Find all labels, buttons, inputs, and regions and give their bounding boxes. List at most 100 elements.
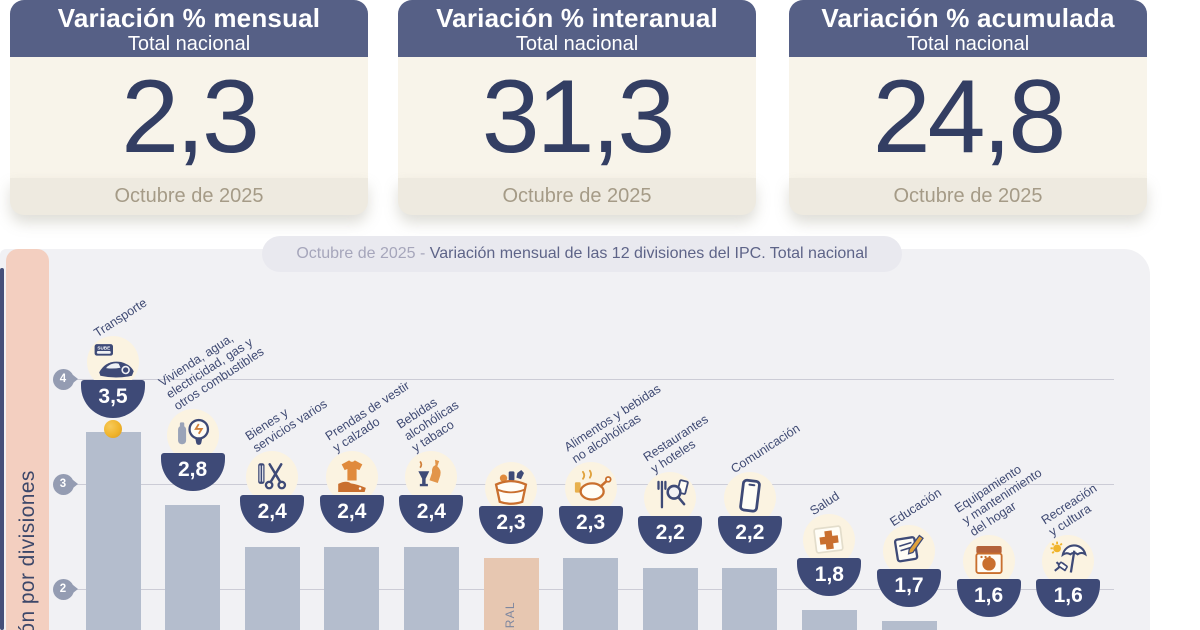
card-body: 24,8 xyxy=(789,57,1147,178)
svg-text:SUBE: SUBE xyxy=(97,345,110,350)
card-title: Variación % acumulada xyxy=(821,3,1115,33)
bar-bienes-y-servicios-varios xyxy=(244,547,300,630)
bar-vivienda-agua-electricidad-gas-y-otros-combustibles xyxy=(165,505,221,630)
general-basket-icon xyxy=(494,469,528,505)
value-bowl-comunicaci-n: 2,2 xyxy=(717,516,782,554)
card-monthly-variation: Variación % mensual Total nacional 2,3 O… xyxy=(10,0,368,215)
division-icon-badge xyxy=(962,535,1015,587)
card-subtitle: Total nacional xyxy=(906,33,1030,55)
division-icon-badge xyxy=(166,409,219,461)
division-icon-badge xyxy=(485,461,537,514)
card-subtitle: Total nacional xyxy=(515,33,639,55)
value-bowl-bienes-y-servicios-varios: 2,4 xyxy=(240,495,305,533)
bar-general xyxy=(483,557,539,630)
chart-title-text: Variación mensual de las 12 divisiones d… xyxy=(429,245,868,262)
y-axis-title: Variación por divisiones xyxy=(16,470,39,630)
general-bar-label: GENERAL xyxy=(503,601,517,630)
monthly-variation-value: 2,3 xyxy=(121,59,260,175)
health-cross-icon xyxy=(813,525,845,554)
clothing-icon xyxy=(337,460,366,492)
gridline-4 xyxy=(63,379,1114,380)
card-period: Octubre de 2025 xyxy=(502,185,652,207)
recreation-culture-icon xyxy=(1050,541,1088,573)
division-icon-badge xyxy=(564,461,617,514)
value-bowl-transporte: 3,5 xyxy=(81,379,145,418)
accumulated-variation-value: 24,8 xyxy=(872,59,1066,175)
bar-educaci-n xyxy=(881,620,937,630)
card-footer: Octubre de 2025 xyxy=(398,178,756,215)
division-icon-badge: SUBE xyxy=(87,335,139,388)
card-body: 2,3 xyxy=(10,57,368,178)
card-footer: Octubre de 2025 xyxy=(789,178,1147,215)
division-icon-badge xyxy=(723,472,776,524)
bar-restaurantes-y-hoteles xyxy=(642,568,698,630)
transport-car-icon: SUBE xyxy=(94,343,134,378)
division-value: 2,3 xyxy=(575,510,606,534)
bar-bebidas-alcoh-licas-y-tabaco xyxy=(403,547,459,630)
education-icon xyxy=(893,534,924,562)
value-bowl-bebidas-alcoh-licas-y-tabaco: 2,4 xyxy=(399,495,464,533)
bar-salud xyxy=(801,610,857,630)
goods-services-icon xyxy=(258,463,287,490)
card-yearly-variation: Variación % interanual Total nacional 31… xyxy=(398,0,756,215)
restaurants-hotels-icon xyxy=(657,479,689,509)
division-icon-badge xyxy=(883,524,935,577)
chart-title: Octubre de 2025 - Variación mensual de l… xyxy=(262,236,902,272)
value-bowl-vivienda-agua-electricidad-gas-y-otros-combustibles: 2,8 xyxy=(160,453,225,491)
card-footer: Octubre de 2025 xyxy=(10,178,368,215)
value-bowl-restaurantes-y-hoteles: 2,2 xyxy=(638,516,703,554)
division-value: 1,8 xyxy=(814,563,844,586)
division-value: 1,6 xyxy=(1053,584,1083,607)
card-body: 31,3 xyxy=(398,57,756,178)
division-icon-badge xyxy=(325,451,378,503)
division-value: 2,3 xyxy=(496,510,526,534)
division-icon-badge xyxy=(1042,535,1095,587)
division-value: 1,7 xyxy=(894,573,924,597)
alcohol-tobacco-icon xyxy=(418,459,442,487)
bar-transporte xyxy=(85,431,141,630)
card-period: Octubre de 2025 xyxy=(893,185,1043,207)
value-bowl-salud: 1,8 xyxy=(797,558,862,596)
bar-comunicaci-n xyxy=(722,568,778,630)
left-edge-accent xyxy=(0,268,4,630)
division-value: 2,2 xyxy=(735,521,765,544)
division-icon-badge xyxy=(803,514,856,566)
coin-icon xyxy=(104,419,122,438)
value-bowl-general: 2,3 xyxy=(479,505,543,544)
division-value: 2,8 xyxy=(177,458,208,481)
chart-title-period: Octubre de 2025 - xyxy=(296,245,430,262)
division-value: 2,4 xyxy=(257,500,287,523)
card-accumulated-variation: Variación % acumulada Total nacional 24,… xyxy=(789,0,1147,215)
yearly-variation-value: 31,3 xyxy=(481,59,675,175)
value-bowl-equipamiento-y-mantenimiento-del-hogar: 1,6 xyxy=(956,579,1021,617)
division-value: 3,5 xyxy=(98,384,128,408)
card-header: Variación % acumulada Total nacional xyxy=(789,0,1147,57)
division-icon-badge xyxy=(246,451,299,503)
division-icon-badge xyxy=(405,451,458,503)
bar-alimentos-y-bebidas-no-alcoh-licas xyxy=(563,557,619,630)
division-icon-badge xyxy=(644,472,697,524)
card-header: Variación % interanual Total nacional xyxy=(398,0,756,57)
card-title: Variación % interanual xyxy=(436,3,718,33)
division-value: 1,6 xyxy=(973,584,1004,607)
division-value: 2,4 xyxy=(337,500,367,523)
y-axis-tick-4: 4 xyxy=(52,368,74,390)
value-bowl-recreaci-n-y-cultura: 1,6 xyxy=(1036,579,1101,617)
division-value: 2,4 xyxy=(416,500,446,523)
tab-variacion-por-divisiones[interactable] xyxy=(6,249,49,630)
card-title: Variación % mensual xyxy=(57,3,321,33)
division-value: 2,2 xyxy=(655,521,685,544)
food-beverages-icon xyxy=(574,469,612,501)
value-bowl-educaci-n: 1,7 xyxy=(877,568,941,607)
value-bowl-prendas-de-vestir-y-calzado: 2,4 xyxy=(319,495,384,533)
housing-utilities-icon xyxy=(177,418,209,445)
bar-prendas-de-vestir-y-calzado xyxy=(324,547,380,630)
card-subtitle: Total nacional xyxy=(127,33,251,55)
value-bowl-alimentos-y-bebidas-no-alcoh-licas: 2,3 xyxy=(558,505,623,544)
card-period: Octubre de 2025 xyxy=(114,185,264,207)
home-equipment-icon xyxy=(975,546,1003,574)
y-axis-tick-2: 2 xyxy=(52,578,74,600)
communication-phone-icon xyxy=(738,478,761,513)
y-axis-tick-3: 3 xyxy=(52,473,74,495)
